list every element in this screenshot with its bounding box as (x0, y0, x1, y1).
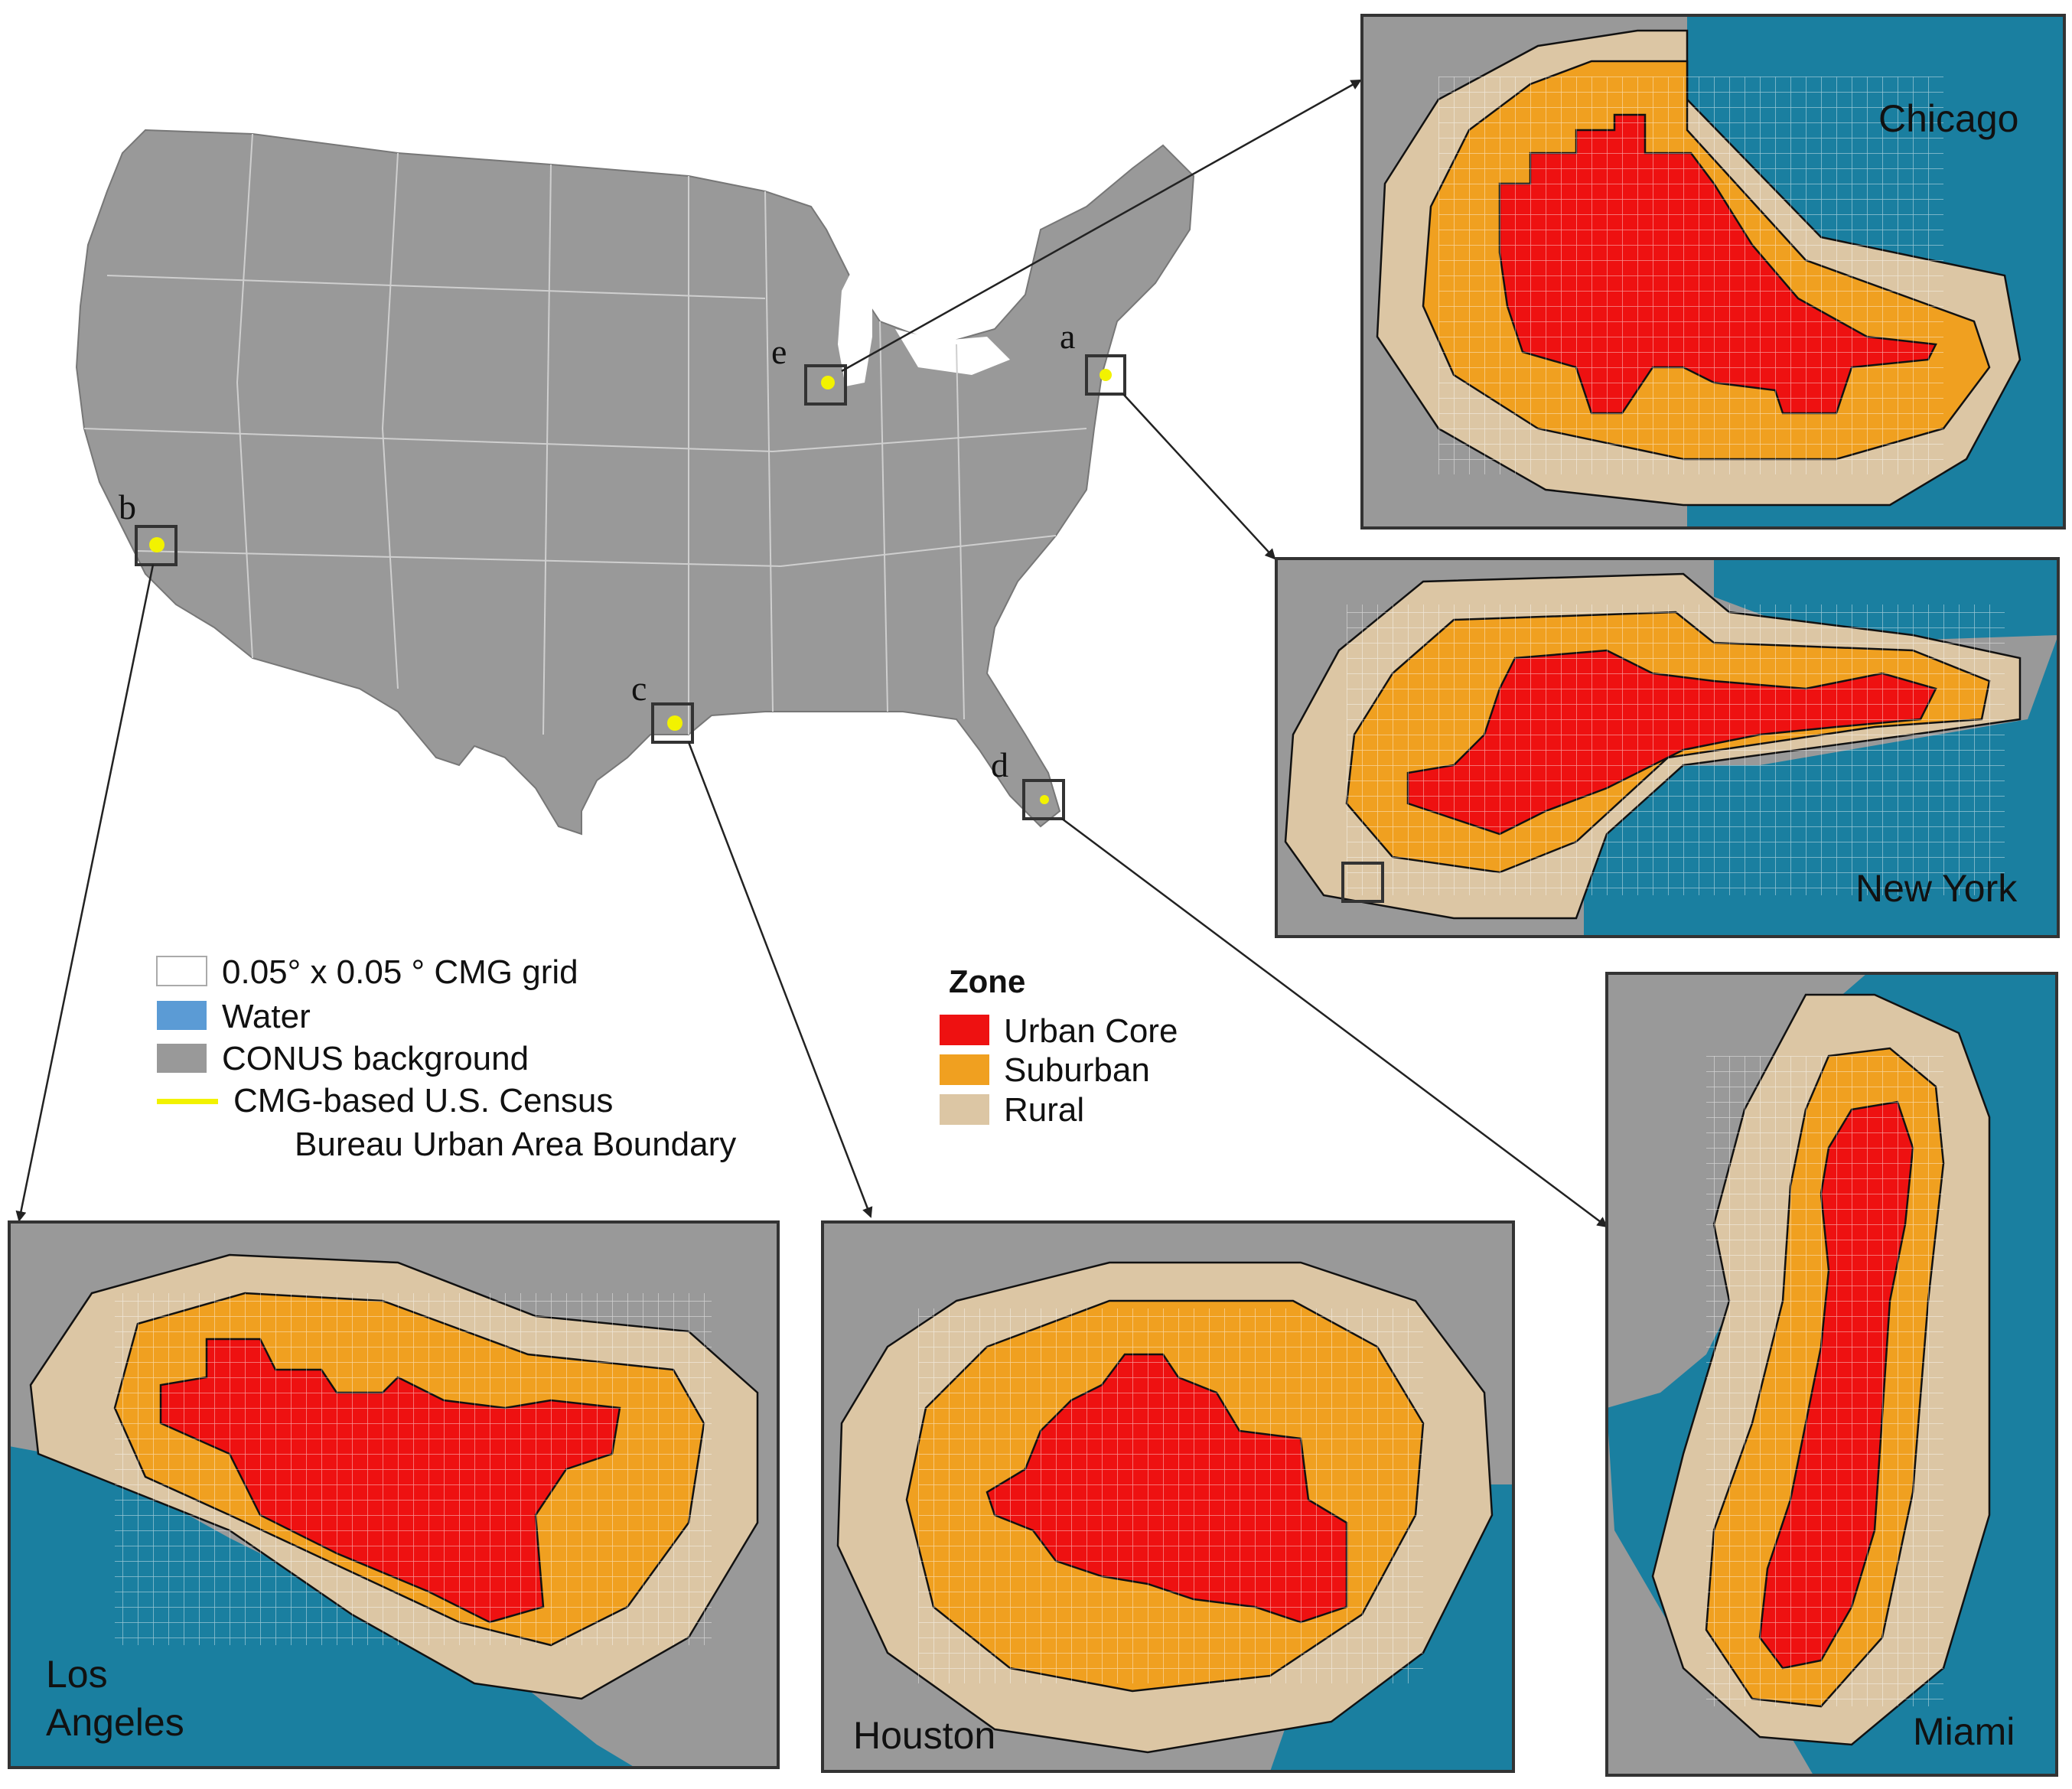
panel-chicago: Chicago (1360, 14, 2066, 530)
legend-water-swatch (157, 1001, 207, 1030)
site-labels: a b c d e (119, 317, 1075, 784)
site-label-d: d (991, 745, 1008, 784)
panel-los-angeles: Los Angeles (8, 1220, 780, 1769)
site-box-d (1022, 779, 1065, 820)
site-boxes (135, 354, 1126, 820)
panel-miami: Miami (1605, 972, 2058, 1777)
legend-map: 0.05° x 0.05 ° CMG grid Water CONUS back… (156, 953, 736, 1163)
panel-new-york: New York (1275, 557, 2060, 938)
panel-houston: Houston (821, 1220, 1515, 1773)
legend-conus-label: CONUS background (222, 1040, 529, 1077)
urban-highlights (149, 369, 1112, 804)
arrow-a-newyork (1122, 393, 1276, 560)
legend-conus-swatch (157, 1044, 207, 1073)
great-lakes-east (895, 329, 1010, 375)
arrow-e-chicago (841, 79, 1362, 373)
miami-label: Miami (1913, 1710, 2015, 1753)
site-box-a (1085, 354, 1126, 396)
arrow-d-miami (1061, 817, 1608, 1228)
site-box-e (804, 364, 847, 406)
new-york-inset-box (1341, 862, 1384, 903)
legend-suburban-swatch (940, 1054, 989, 1085)
legend-boundary-swatch (157, 1099, 218, 1104)
legend-boundary-label-line2: Bureau Urban Area Boundary (295, 1126, 736, 1163)
connector-arrows (15, 79, 1608, 1228)
legend-urban-core-label: Urban Core (1004, 1012, 1178, 1050)
legend-urban-core-swatch (940, 1015, 989, 1045)
arrow-b-losangeles (15, 564, 155, 1222)
legend-boundary-label-line1: CMG-based U.S. Census (233, 1082, 613, 1119)
site-label-b: b (119, 487, 136, 526)
site-box-b (135, 525, 178, 566)
houston-label: Houston (853, 1714, 995, 1757)
legend-grid-label: 0.05° x 0.05 ° CMG grid (222, 953, 578, 991)
legend-water-label: Water (222, 998, 311, 1035)
conus-map: a b c d e (75, 129, 1195, 836)
los-angeles-label-line2: Angeles (46, 1701, 184, 1744)
legend-suburban-label: Suburban (1004, 1051, 1150, 1089)
site-label-a: a (1060, 317, 1075, 356)
chicago-label: Chicago (1878, 97, 2018, 140)
conus-landmass (75, 129, 1195, 836)
state-boundaries (83, 133, 1087, 735)
legend-zone: Zone Urban Core Suburban Rural (940, 963, 1178, 1129)
los-angeles-label-line1: Los (46, 1653, 108, 1696)
legend-grid-swatch (156, 956, 207, 986)
site-label-e: e (771, 332, 787, 371)
lake-michigan (838, 253, 872, 386)
legend-rural-swatch (940, 1094, 989, 1125)
new-york-label: New York (1855, 867, 2018, 910)
legend-zone-title: Zone (949, 963, 1025, 999)
legend-rural-label: Rural (1004, 1091, 1084, 1129)
site-label-c: c (631, 669, 647, 708)
site-box-c (651, 702, 694, 744)
arrow-c-houston (687, 741, 873, 1218)
